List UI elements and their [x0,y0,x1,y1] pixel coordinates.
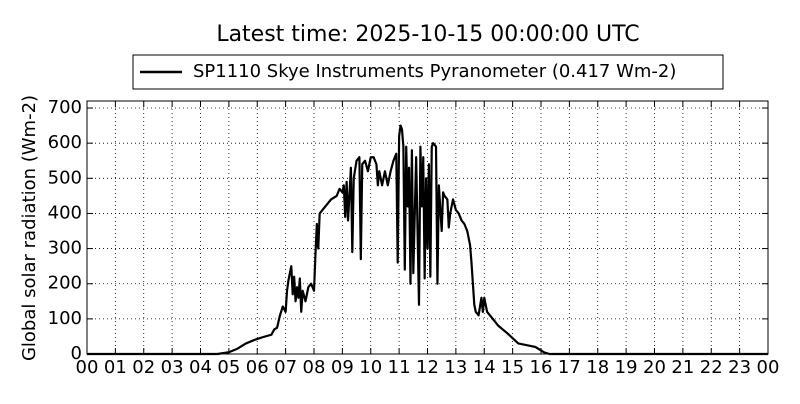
y-tick-label: 200 [48,273,82,294]
x-tick-label: 04 [189,357,212,378]
x-tick-label: 01 [104,357,127,378]
x-tick-label: 00 [76,357,99,378]
x-tick-label: 08 [303,357,326,378]
chart-title: Latest time: 2025-10-15 00:00:00 UTC [216,22,639,47]
y-tick-label: 500 [48,167,82,188]
x-tick-label: 20 [643,357,666,378]
y-tick-label: 700 [48,97,82,118]
x-tick-label: 12 [416,357,439,378]
data-line [87,124,768,356]
x-tick-label: 03 [161,357,184,378]
x-tick-label: 18 [586,357,609,378]
x-tick-label: 10 [359,357,382,378]
y-tick-label: 400 [48,202,82,223]
y-tick-label: 100 [48,308,82,329]
x-tick-label: 11 [388,357,411,378]
legend-label: SP1110 Skye Instruments Pyranometer (0.4… [193,61,676,82]
x-tick-label: 15 [501,357,524,378]
x-tick-label: 05 [217,357,240,378]
x-tick-label: 00 [757,357,780,378]
y-axis-label: Global solar radiation (Wm-2) [19,95,40,361]
y-tick-label: 600 [48,132,82,153]
legend-frame [132,54,724,90]
x-tick-label: 16 [530,357,553,378]
x-tick-label: 22 [700,357,723,378]
legend: SP1110 Skye Instruments Pyranometer (0.4… [132,54,724,90]
plot-frame [86,100,769,355]
x-tick-label: 07 [274,357,297,378]
x-tick-label: 23 [728,357,751,378]
x-tick-label: 06 [246,357,269,378]
x-tick-label: 09 [331,357,354,378]
x-tick-label: 14 [473,357,496,378]
x-tick-label: 19 [615,357,638,378]
x-tick-label: 02 [132,357,155,378]
x-tick-label: 13 [444,357,467,378]
x-tick-label: 17 [558,357,581,378]
x-tick-label: 21 [671,357,694,378]
y-tick-label: 0 [71,343,82,364]
y-tick-label: 300 [48,238,82,259]
